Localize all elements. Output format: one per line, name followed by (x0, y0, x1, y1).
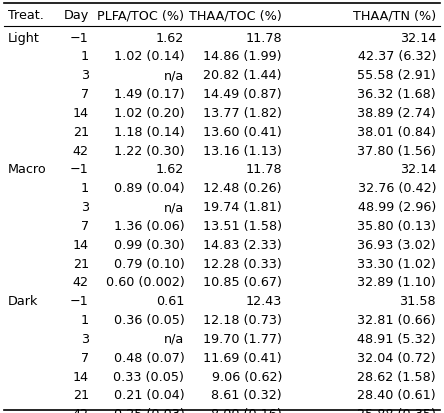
Text: 0.89 (0.04): 0.89 (0.04) (114, 182, 184, 195)
Text: 19.70 (1.77): 19.70 (1.77) (203, 332, 282, 345)
Text: 20.82 (1.44): 20.82 (1.44) (203, 69, 282, 82)
Text: 11.69 (0.41): 11.69 (0.41) (203, 351, 282, 364)
Text: 11.78: 11.78 (246, 31, 282, 45)
Text: 32.81 (0.66): 32.81 (0.66) (357, 313, 436, 326)
Text: 8.61 (0.32): 8.61 (0.32) (211, 389, 282, 401)
Text: 1.22 (0.30): 1.22 (0.30) (114, 144, 184, 157)
Text: 14.83 (2.33): 14.83 (2.33) (203, 238, 282, 251)
Text: 32.04 (0.72): 32.04 (0.72) (357, 351, 436, 364)
Text: 48.99 (2.96): 48.99 (2.96) (358, 201, 436, 214)
Text: 38.01 (0.84): 38.01 (0.84) (357, 126, 436, 138)
Text: Light: Light (8, 31, 40, 45)
Text: 7: 7 (81, 88, 89, 101)
Text: 1.62: 1.62 (156, 31, 184, 45)
Text: 37.80 (1.56): 37.80 (1.56) (357, 144, 436, 157)
Text: 36.32 (1.68): 36.32 (1.68) (357, 88, 436, 101)
Text: 42: 42 (73, 407, 89, 413)
Text: 32.76 (0.42): 32.76 (0.42) (357, 182, 436, 195)
Text: 14.49 (0.87): 14.49 (0.87) (203, 88, 282, 101)
Text: 35.80 (0.13): 35.80 (0.13) (357, 219, 436, 233)
Text: THAA/TOC (%): THAA/TOC (%) (189, 9, 282, 22)
Text: 25.88 (0.35): 25.88 (0.35) (357, 407, 436, 413)
Text: −1: −1 (70, 31, 89, 45)
Text: 13.77 (1.82): 13.77 (1.82) (203, 107, 282, 120)
Text: n/a: n/a (164, 201, 184, 214)
Text: 0.48 (0.07): 0.48 (0.07) (114, 351, 184, 364)
Text: 3: 3 (81, 69, 89, 82)
Text: −1: −1 (70, 294, 89, 308)
Text: 1.62: 1.62 (156, 163, 184, 176)
Text: 14: 14 (73, 107, 89, 120)
Text: 14: 14 (73, 370, 89, 383)
Text: 42: 42 (73, 276, 89, 289)
Text: 21: 21 (73, 126, 89, 138)
Text: 19.74 (1.81): 19.74 (1.81) (203, 201, 282, 214)
Text: 0.33 (0.05): 0.33 (0.05) (113, 370, 184, 383)
Text: 12.18 (0.73): 12.18 (0.73) (203, 313, 282, 326)
Text: 1.18 (0.14): 1.18 (0.14) (114, 126, 184, 138)
Text: 0.79 (0.10): 0.79 (0.10) (114, 257, 184, 270)
Text: 0.25 (0.03): 0.25 (0.03) (114, 407, 184, 413)
Text: Treat.: Treat. (8, 9, 44, 22)
Text: PLFA/TOC (%): PLFA/TOC (%) (97, 9, 184, 22)
Text: 1: 1 (81, 313, 89, 326)
Text: 8.00 (0.16): 8.00 (0.16) (211, 407, 282, 413)
Text: Dark: Dark (8, 294, 38, 308)
Text: 9.06 (0.62): 9.06 (0.62) (211, 370, 282, 383)
Text: 0.21 (0.04): 0.21 (0.04) (114, 389, 184, 401)
Text: 7: 7 (81, 219, 89, 233)
Text: 33.30 (1.02): 33.30 (1.02) (357, 257, 436, 270)
Text: 1.02 (0.20): 1.02 (0.20) (114, 107, 184, 120)
Text: 38.89 (2.74): 38.89 (2.74) (357, 107, 436, 120)
Text: 0.61: 0.61 (156, 294, 184, 308)
Text: THAA/TN (%): THAA/TN (%) (353, 9, 436, 22)
Text: 36.93 (3.02): 36.93 (3.02) (357, 238, 436, 251)
Text: 13.51 (1.58): 13.51 (1.58) (203, 219, 282, 233)
Text: 32.14: 32.14 (400, 163, 436, 176)
Text: 3: 3 (81, 201, 89, 214)
Text: n/a: n/a (164, 69, 184, 82)
Text: 55.58 (2.91): 55.58 (2.91) (357, 69, 436, 82)
Text: 32.14: 32.14 (400, 31, 436, 45)
Text: 32.89 (1.10): 32.89 (1.10) (357, 276, 436, 289)
Text: 14: 14 (73, 238, 89, 251)
Text: 10.85 (0.67): 10.85 (0.67) (203, 276, 282, 289)
Text: 28.40 (0.61): 28.40 (0.61) (357, 389, 436, 401)
Text: 1: 1 (81, 182, 89, 195)
Text: 3: 3 (81, 332, 89, 345)
Text: 42.37 (6.32): 42.37 (6.32) (357, 50, 436, 63)
Text: 1.36 (0.06): 1.36 (0.06) (114, 219, 184, 233)
Text: 13.16 (1.13): 13.16 (1.13) (203, 144, 282, 157)
Text: 12.48 (0.26): 12.48 (0.26) (203, 182, 282, 195)
Text: 11.78: 11.78 (246, 163, 282, 176)
Text: −1: −1 (70, 163, 89, 176)
Text: 42: 42 (73, 144, 89, 157)
Text: 7: 7 (81, 351, 89, 364)
Text: 28.62 (1.58): 28.62 (1.58) (357, 370, 436, 383)
Text: 0.99 (0.30): 0.99 (0.30) (114, 238, 184, 251)
Text: 1.02 (0.14): 1.02 (0.14) (114, 50, 184, 63)
Text: 13.60 (0.41): 13.60 (0.41) (203, 126, 282, 138)
Text: 12.43: 12.43 (246, 294, 282, 308)
Text: Day: Day (63, 9, 89, 22)
Text: 0.60 (0.002): 0.60 (0.002) (106, 276, 184, 289)
Text: n/a: n/a (164, 332, 184, 345)
Text: Macro: Macro (8, 163, 47, 176)
Text: 12.28 (0.33): 12.28 (0.33) (203, 257, 282, 270)
Text: 14.86 (1.99): 14.86 (1.99) (203, 50, 282, 63)
Text: 1: 1 (81, 50, 89, 63)
Text: 21: 21 (73, 389, 89, 401)
Text: 21: 21 (73, 257, 89, 270)
Text: 48.91 (5.32): 48.91 (5.32) (357, 332, 436, 345)
Text: 1.49 (0.17): 1.49 (0.17) (114, 88, 184, 101)
Text: 31.58: 31.58 (400, 294, 436, 308)
Text: 0.36 (0.05): 0.36 (0.05) (114, 313, 184, 326)
